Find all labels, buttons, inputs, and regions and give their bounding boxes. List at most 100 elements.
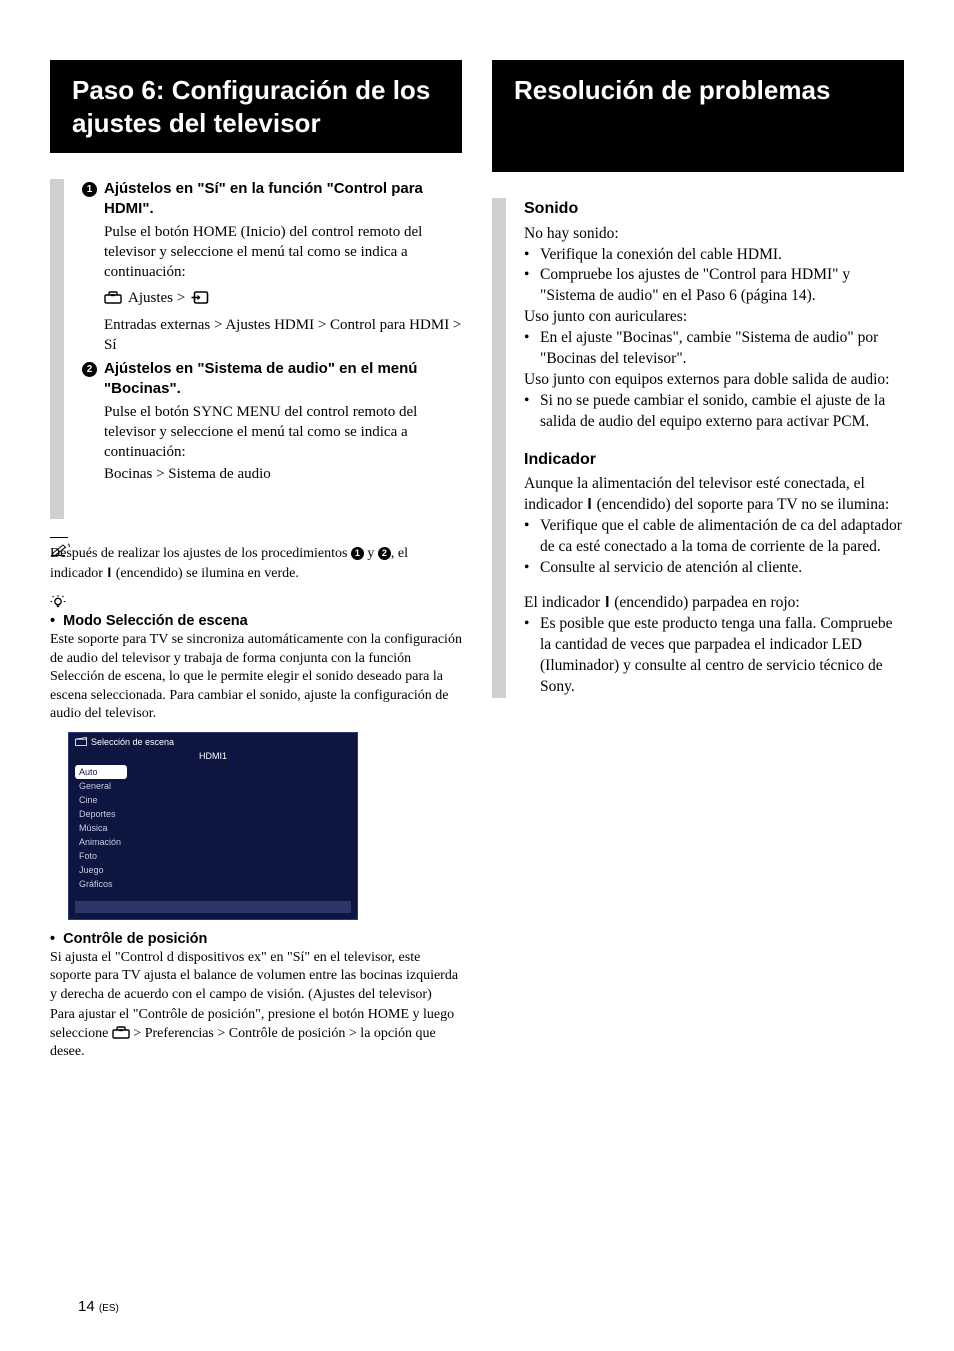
note-text: Después de realizar los ajustes de los p…	[50, 545, 462, 584]
left-content: 1 Ajústelos en "Sí" en la función "Contr…	[50, 179, 462, 519]
scene-menu-list: AutoGeneralCineDeportesMúsicaAnimaciónFo…	[69, 765, 357, 895]
sonido-b: Uso junto con auriculares:	[524, 307, 904, 328]
left-content-body: 1 Ajústelos en "Sí" en la función "Contr…	[64, 179, 462, 519]
tip-icon-row	[50, 594, 462, 610]
indicador-a: Aunque la alimentación del televisor est…	[524, 474, 904, 516]
gray-stub-left	[50, 179, 64, 519]
right-title: Resolución de problemas	[492, 60, 904, 172]
scene-item: Deportes	[75, 807, 357, 821]
indicador-b: El indicador I (encendido) parpadea en r…	[524, 593, 904, 614]
tip-2: • Contrôle de posición Si ajusta el "Con…	[50, 930, 462, 1062]
list-item: •Es posible que este producto tenga una …	[524, 614, 904, 698]
sonido-a-list: •Verifique la conexión del cable HDMI. •…	[524, 245, 904, 308]
scene-menu: Selección de escena HDMI1 AutoGeneralCin…	[68, 732, 358, 920]
step-1-title: Ajústelos en "Sí" en la función "Control…	[104, 179, 462, 220]
tip-2-body: Si ajusta el "Control d dispositivos ex"…	[50, 949, 462, 1004]
tip-1: • Modo Selección de escena Este soporte …	[50, 612, 462, 724]
step-2-title: Ajústelos en "Sistema de audio" en el me…	[104, 359, 462, 400]
step-1-body: Ajústelos en "Sí" en la función "Control…	[104, 179, 462, 355]
scene-menu-title: Selección de escena	[69, 733, 357, 749]
sonido-b-b1: En el ajuste "Bocinas", cambie "Sistema …	[540, 328, 904, 370]
tip-1-title: Modo Selección de escena	[63, 613, 248, 629]
lightbulb-icon	[50, 594, 462, 610]
tip-2-title: Contrôle de posición	[63, 931, 207, 947]
scene-item: Animación	[75, 835, 357, 849]
indicador-a-list: •Verifique que el cable de alimentación …	[524, 516, 904, 579]
step-2-text: Pulse el botón SYNC MENU del control rem…	[104, 402, 462, 463]
note-a: Después de realizar los ajustes de los p…	[50, 546, 347, 561]
power-icon: I	[604, 594, 610, 611]
left-notes: Después de realizar los ajustes de los p…	[50, 525, 462, 1062]
step-1-path-b: Entradas externas > Ajustes HDMI > Contr…	[104, 315, 462, 356]
page-footer: 14 (ES)	[78, 1298, 119, 1315]
step-1-path-a: Ajustes >	[128, 288, 185, 308]
right-column: Resolución de problemas Sonido No hay so…	[492, 60, 904, 1062]
indicador-a2: (encendido) del soporte para TV no se il…	[597, 496, 890, 513]
left-title: Paso 6: Configuración de los ajustes del…	[50, 60, 462, 153]
sonido-c-list: •Si no se puede cambiar el sonido, cambi…	[524, 391, 904, 433]
scene-item: Auto	[75, 765, 127, 779]
indicador-b2: (encendido) parpadea en rojo:	[614, 594, 799, 611]
list-item: •Si no se puede cambiar el sonido, cambi…	[524, 391, 904, 433]
list-item: •Consulte al servicio de atención al cli…	[524, 558, 904, 579]
input-icon	[191, 288, 209, 308]
tip-2-title-row: • Contrôle de posición	[50, 930, 462, 949]
step-2-path: Bocinas > Sistema de audio	[104, 464, 462, 484]
scene-item: Juego	[75, 863, 357, 877]
tip-1-body: Este soporte para TV se sincroniza autom…	[50, 631, 462, 723]
list-item: •En el ajuste "Bocinas", cambie "Sistema…	[524, 328, 904, 370]
list-item: •Verifique que el cable de alimentación …	[524, 516, 904, 558]
scene-item: Gráficos	[75, 877, 357, 891]
step-2-number: 2	[82, 359, 104, 485]
sonido-c: Uso junto con equipos externos para dobl…	[524, 370, 904, 391]
scene-item: General	[75, 779, 357, 793]
indicador-heading: Indicador	[524, 449, 904, 471]
right-content-body: Sonido No hay sonido: •Verifique la cone…	[506, 198, 904, 698]
indicador-a-b1: Verifique que el cable de alimentación d…	[540, 516, 904, 558]
step-1-path: Ajustes > Entradas externas > Ajustes HD…	[104, 288, 462, 355]
circled-2: 2	[82, 362, 97, 377]
tip-2-body2: Para ajustar el "Contrôle de posición", …	[50, 1006, 462, 1061]
scene-item: Música	[75, 821, 357, 835]
gray-stub-right	[492, 198, 506, 698]
step-1-text: Pulse el botón HOME (Inicio) del control…	[104, 222, 462, 283]
scene-menu-hdmi: HDMI1	[69, 749, 357, 765]
sonido-a-b2: Compruebe los ajustes de "Control para H…	[540, 265, 904, 307]
toolbox-icon-2	[112, 1026, 134, 1041]
step-2: 2 Ajústelos en "Sistema de audio" en el …	[82, 359, 462, 485]
circled-1-inline: 1	[351, 547, 364, 560]
circled-2-inline: 2	[378, 547, 391, 560]
indicador-b1: El indicador	[524, 594, 600, 611]
scene-item: Cine	[75, 793, 357, 807]
sonido-heading: Sonido	[524, 198, 904, 220]
step-1: 1 Ajústelos en "Sí" en la función "Contr…	[82, 179, 462, 355]
scene-item: Foto	[75, 849, 357, 863]
toolbox-icon	[104, 288, 122, 308]
left-column: Paso 6: Configuración de los ajustes del…	[50, 60, 462, 1062]
indicador-a-b2: Consulte al servicio de atención al clie…	[540, 558, 802, 579]
power-icon: I	[586, 496, 592, 513]
right-content: Sonido No hay sonido: •Verifique la cone…	[492, 198, 904, 698]
step-1-number: 1	[82, 179, 104, 355]
list-item: •Compruebe los ajustes de "Control para …	[524, 265, 904, 307]
page: Paso 6: Configuración de los ajustes del…	[0, 0, 954, 1092]
sonido-b-list: •En el ajuste "Bocinas", cambie "Sistema…	[524, 328, 904, 370]
tip-2-body2b: > Preferencias > Contrôle de posición > …	[50, 1026, 436, 1059]
pencil-icon	[50, 525, 70, 539]
power-icon: I	[106, 564, 112, 580]
note-d: (encendido) se ilumina en verde.	[116, 566, 299, 581]
sonido-a-b1: Verifique la conexión del cable HDMI.	[540, 245, 782, 266]
scene-menu-footer	[75, 901, 351, 913]
scene-menu-title-text: Selección de escena	[91, 737, 174, 747]
step-2-body: Ajústelos en "Sistema de audio" en el me…	[104, 359, 462, 485]
page-lang: (ES)	[99, 1303, 119, 1314]
clapper-icon	[75, 737, 87, 746]
sonido-a: No hay sonido:	[524, 224, 904, 245]
sonido-c-b1: Si no se puede cambiar el sonido, cambie…	[540, 391, 904, 433]
list-item: •Verifique la conexión del cable HDMI.	[524, 245, 904, 266]
indicador-b-list: •Es posible que este producto tenga una …	[524, 614, 904, 698]
page-number: 14	[78, 1298, 95, 1315]
indicador-b-b1: Es posible que este producto tenga una f…	[540, 614, 904, 698]
tip-1-title-row: • Modo Selección de escena	[50, 612, 462, 631]
note-b: y	[367, 546, 374, 561]
